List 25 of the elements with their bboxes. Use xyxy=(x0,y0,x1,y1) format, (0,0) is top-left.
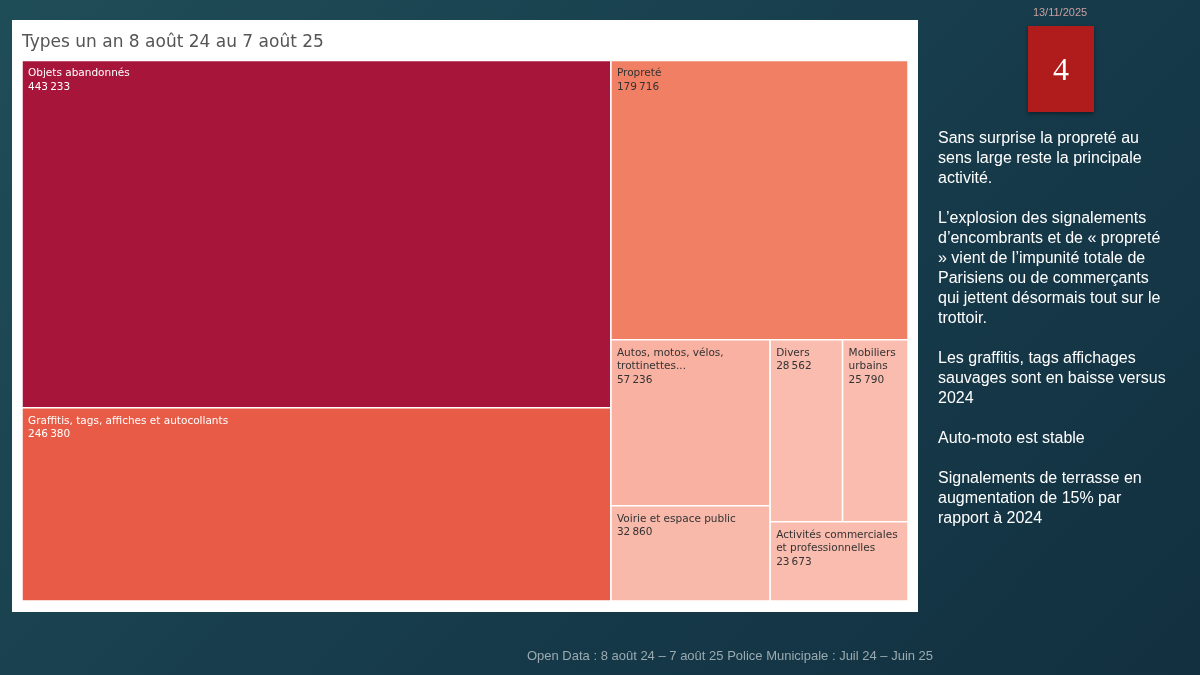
text: Sans surprise la propreté au sens large reste la principale activité. xyxy=(938,128,1143,188)
data-label: 28 562 xyxy=(776,359,812,372)
category-label: Divers xyxy=(776,345,810,358)
data-label: 57 236 xyxy=(616,372,653,385)
category-label: Voirie et espace public xyxy=(616,511,737,524)
data-label: 25 790 xyxy=(848,372,885,385)
category-label: Graffitis, tags, affiches et autocollants xyxy=(28,413,229,426)
category-label: Mobiliers urbains xyxy=(848,345,896,372)
text: Open Data : 8 août 24 – 7 août 25 Police Municipale : Juil 24 – Juin 25 xyxy=(525,648,935,663)
data-label: 32 860 xyxy=(616,525,653,538)
text: L’explosion des signalements d’encombrants et de « propreté » vient de l’impunité totale de Parisiens ou de commerçants qui jettent désormais tout sur le trottoir. xyxy=(938,208,1162,328)
category-label: Propreté xyxy=(616,66,662,79)
data-label: 23 673 xyxy=(776,554,812,567)
text: Auto-moto est stable xyxy=(938,428,1086,448)
text: Types un an 8 août 24 au 7 août 25 xyxy=(21,30,324,51)
category-label: Objets abandonnés xyxy=(28,66,130,79)
data-label: 246 380 xyxy=(28,427,71,440)
data-label: 179 716 xyxy=(616,79,660,92)
text: Les graffitis, tags affichages sauvages sont en baisse versus 2024 xyxy=(938,348,1166,408)
category-label: Activités commerciales et professionnelles xyxy=(776,527,898,554)
category-label: Autos, motos, vélos, trottinettes... xyxy=(616,345,724,372)
data-label: 443 233 xyxy=(28,79,71,92)
text: 13/11/2025 xyxy=(1031,6,1089,18)
text: Signalements de terrasse en augmentation de 15% par rapport à 2024 xyxy=(938,468,1143,528)
text: 4 xyxy=(1028,26,1094,112)
